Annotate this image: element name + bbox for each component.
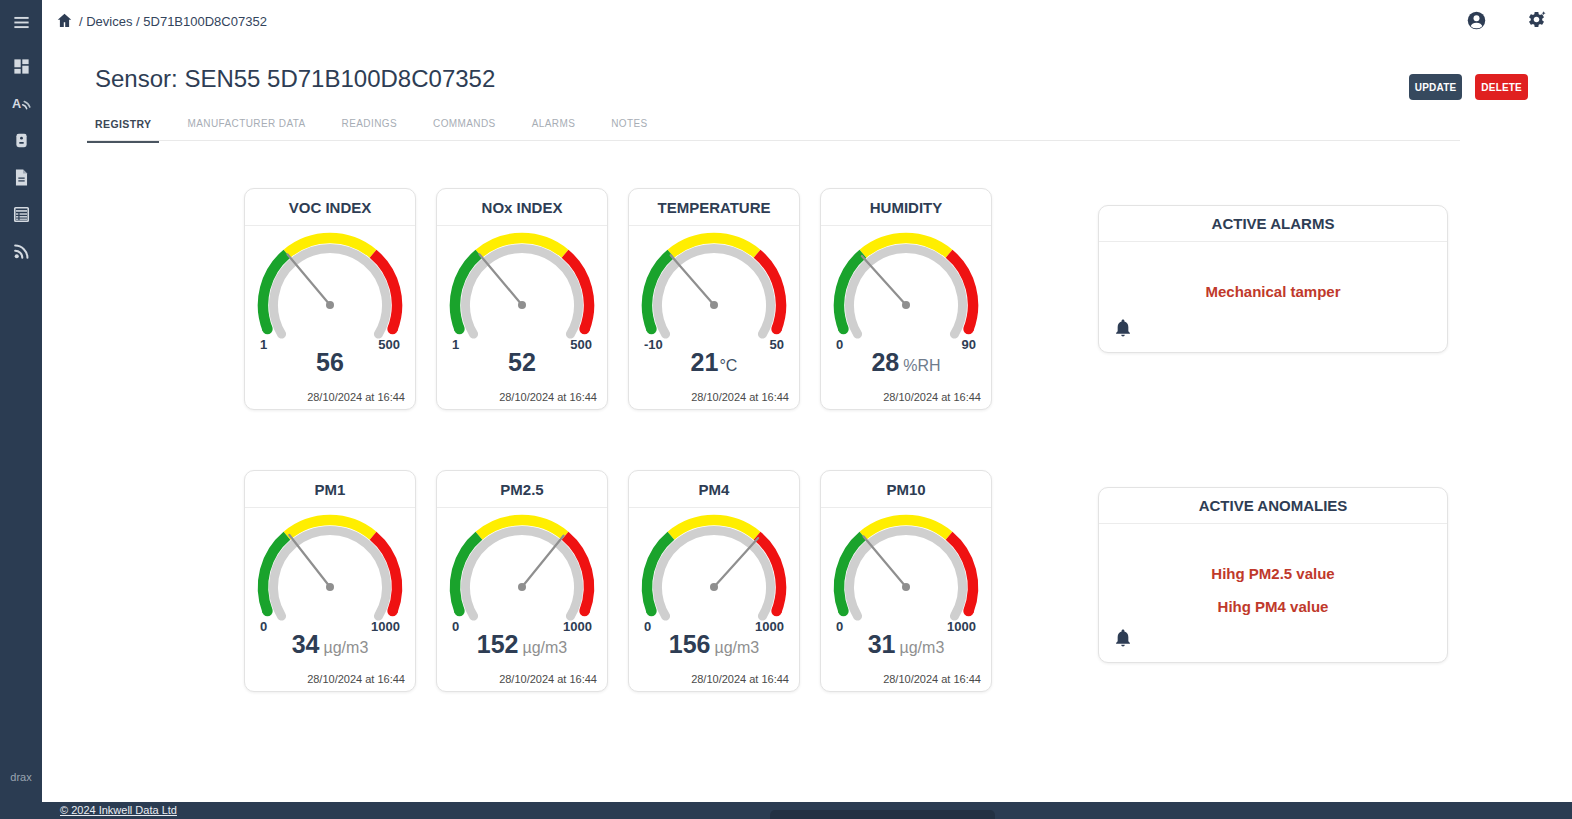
gauge-needle: [671, 255, 714, 305]
gauge-card: TEMPERATURE -1050 21°C 28/10/2024 at 16:…: [628, 188, 800, 410]
alarms-item: Mechanical tamper: [1205, 275, 1340, 308]
page-title: Sensor: SEN55 5D71B100D8C07352: [95, 65, 495, 93]
dashboard-icon[interactable]: [0, 48, 42, 85]
gauge-card: VOC INDEX 1500 56 28/10/2024 at 16:44: [244, 188, 416, 410]
gauge-title: VOC INDEX: [245, 189, 415, 226]
gauge-timestamp: 28/10/2024 at 16:44: [691, 673, 789, 685]
tab-commands[interactable]: COMMANDS: [425, 112, 504, 143]
gauge-needle: [714, 538, 758, 587]
settings-gear-icon[interactable]: [1527, 10, 1546, 35]
bell-icon[interactable]: [1113, 628, 1133, 652]
footer-copyright[interactable]: © 2024 Inkwell Data Ltd: [60, 804, 177, 816]
gauge-unit: µg/m3: [324, 639, 369, 656]
gauge-card: HUMIDITY 090 28%RH 28/10/2024 at 16:44: [820, 188, 992, 410]
gauge-unit: µg/m3: [714, 639, 759, 656]
gauge-row-1: VOC INDEX 1500 56 28/10/2024 at 16:44 NO…: [244, 188, 992, 410]
tab-registry[interactable]: REGISTRY: [87, 112, 159, 143]
gauge-timestamp: 28/10/2024 at 16:44: [499, 673, 597, 685]
gauge-timestamp: 28/10/2024 at 16:44: [499, 391, 597, 403]
gauge-title: TEMPERATURE: [629, 189, 799, 226]
sidebar: A drax: [0, 0, 42, 819]
tab-readings[interactable]: READINGS: [334, 112, 405, 143]
gauge-needle: [862, 256, 906, 305]
gauge-unit: µg/m3: [900, 639, 945, 656]
gauge-timestamp: 28/10/2024 at 16:44: [883, 391, 981, 403]
footer: © 2024 Inkwell Data Ltd: [0, 802, 1572, 819]
tabs: REGISTRY MANUFACTURER DATA READINGS COMMAND…: [87, 112, 676, 143]
gauge-arc: [247, 229, 413, 343]
gauge-value: 31: [868, 630, 896, 658]
gauge-card: PM10 01000 31µg/m3 28/10/2024 at 16:44: [820, 470, 992, 692]
gauge-value: 152: [477, 630, 519, 658]
gauge-value: 56: [316, 348, 344, 376]
alarms-title: ACTIVE ALARMS: [1099, 206, 1447, 242]
menu-icon[interactable]: [0, 5, 42, 39]
gauge-title: PM10: [821, 471, 991, 508]
gauge-title: PM4: [629, 471, 799, 508]
sidebar-nav: A: [0, 48, 42, 270]
gauge-arc: [823, 229, 989, 343]
device-icon[interactable]: [0, 122, 42, 159]
gauge-arc: [631, 229, 797, 343]
tabs-divider: [87, 140, 1460, 141]
gauge-arc: [439, 511, 605, 625]
gauge-value: 28: [871, 348, 899, 376]
rss-icon[interactable]: [0, 233, 42, 270]
gauge-arc: [439, 229, 605, 343]
gauge-card: PM4 01000 156µg/m3 28/10/2024 at 16:44: [628, 470, 800, 692]
alarms-card: ACTIVE ALARMS Mechanical tamper: [1098, 205, 1448, 353]
tab-manufacturer-data[interactable]: MANUFACTURER DATA: [179, 112, 313, 143]
gauge-arc: [631, 511, 797, 625]
update-button[interactable]: UPDATE: [1409, 74, 1463, 100]
gauge-unit: µg/m3: [522, 639, 567, 656]
gauge-needle: [289, 535, 330, 587]
account-icon[interactable]: [1466, 10, 1487, 35]
svg-text:A: A: [12, 97, 21, 111]
gauge-value: 34: [292, 630, 320, 658]
antenna-icon[interactable]: A: [0, 85, 42, 122]
gauge-value: 52: [508, 348, 536, 376]
breadcrumb[interactable]: / Devices / 5D71B100D8C07352: [79, 14, 267, 29]
gauge-needle: [288, 254, 330, 305]
gauge-card: NOx INDEX 1500 52 28/10/2024 at 16:44: [436, 188, 608, 410]
anomalies-card: ACTIVE ANOMALIES Hihg PM2.5 valueHihg PM…: [1098, 487, 1448, 663]
gauge-timestamp: 28/10/2024 at 16:44: [307, 391, 405, 403]
anomalies-item: Hihg PM4 value: [1218, 590, 1329, 623]
anomalies-item: Hihg PM2.5 value: [1211, 557, 1334, 590]
gauge-title: PM2.5: [437, 471, 607, 508]
gauge-unit: °C: [719, 357, 737, 374]
gauge-title: HUMIDITY: [821, 189, 991, 226]
table-icon[interactable]: [0, 196, 42, 233]
gauge-unit: %RH: [903, 357, 940, 374]
gauge-card: PM1 01000 34µg/m3 28/10/2024 at 16:44: [244, 470, 416, 692]
gauge-arc: [247, 511, 413, 625]
gauge-card: PM2.5 01000 152µg/m3 28/10/2024 at 16:44: [436, 470, 608, 692]
delete-button[interactable]: DELETE: [1475, 74, 1528, 100]
gauge-timestamp: 28/10/2024 at 16:44: [307, 673, 405, 685]
home-icon[interactable]: [56, 12, 73, 33]
document-icon[interactable]: [0, 159, 42, 196]
anomalies-title: ACTIVE ANOMALIES: [1099, 488, 1447, 524]
gauge-value: 21: [691, 348, 719, 376]
gauge-row-2: PM1 01000 34µg/m3 28/10/2024 at 16:44 PM…: [244, 470, 992, 692]
topbar: / Devices / 5D71B100D8C07352: [42, 0, 1572, 40]
gauge-timestamp: 28/10/2024 at 16:44: [691, 391, 789, 403]
gauge-value: 156: [669, 630, 711, 658]
gauge-title: PM1: [245, 471, 415, 508]
sidebar-brand: drax: [0, 771, 42, 783]
gauge-arc: [823, 511, 989, 625]
footer-pill: [770, 810, 995, 819]
tab-alarms[interactable]: ALARMS: [524, 112, 584, 143]
gauge-needle: [480, 254, 522, 305]
gauge-needle: [522, 536, 564, 587]
tab-notes[interactable]: NOTES: [603, 112, 655, 143]
gauge-title: NOx INDEX: [437, 189, 607, 226]
bell-icon[interactable]: [1113, 318, 1133, 342]
gauge-needle: [864, 536, 906, 587]
gauge-timestamp: 28/10/2024 at 16:44: [883, 673, 981, 685]
